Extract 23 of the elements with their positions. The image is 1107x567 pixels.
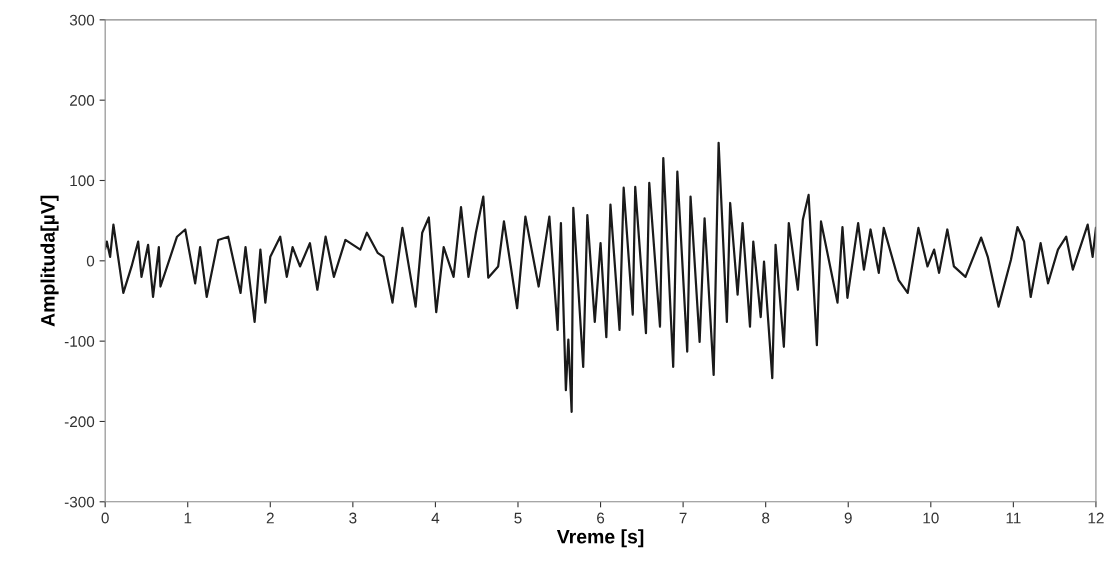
- x-tick-label: 4: [431, 512, 440, 524]
- x-tick-label: 9: [844, 512, 852, 524]
- y-tick-label: 100: [70, 175, 95, 187]
- x-tick-label: 2: [266, 512, 274, 524]
- x-tick-label: 10: [923, 512, 939, 524]
- y-tick-label: -300: [64, 496, 95, 508]
- y-tick-label: 0: [86, 255, 95, 267]
- x-tick-label: 11: [1006, 512, 1021, 524]
- x-tick-label: 3: [349, 512, 357, 524]
- y-tick-label: 200: [70, 95, 95, 106]
- x-axis-title: Vreme [s]: [556, 529, 644, 548]
- x-tick-label: 8: [762, 512, 770, 524]
- x-tick-label: 0: [101, 512, 109, 524]
- y-tick-label: -200: [64, 416, 95, 428]
- y-axis-title: Amplituda[µV]: [40, 195, 59, 327]
- y-tick-label: 300: [69, 14, 95, 26]
- y-tick-label: -100: [64, 336, 95, 347]
- x-tick-label: 5: [514, 512, 522, 524]
- x-tick-label: 6: [597, 512, 605, 524]
- x-tick-label: 7: [679, 512, 687, 524]
- x-tick-label: 12: [1088, 512, 1104, 524]
- line-series: [105, 141, 1096, 413]
- x-tick-label: 1: [184, 512, 192, 524]
